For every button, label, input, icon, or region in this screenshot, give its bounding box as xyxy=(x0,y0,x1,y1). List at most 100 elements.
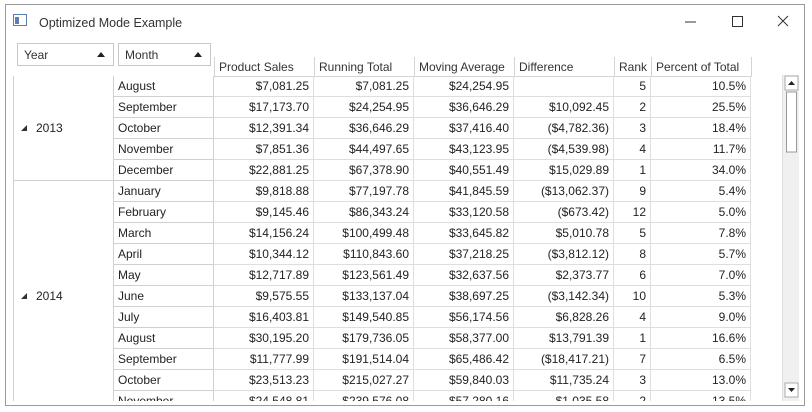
value-cell: $36,646.29 xyxy=(314,118,414,139)
value-cell xyxy=(514,76,614,97)
value-cell: $38,697.25 xyxy=(414,286,514,307)
window-controls[interactable] xyxy=(682,14,802,30)
month-cell: August xyxy=(114,328,214,349)
value-cell: 2 xyxy=(614,97,651,118)
value-cell: 7 xyxy=(614,349,651,370)
year-label: 2014 xyxy=(36,288,63,303)
value-cell: $67,378.90 xyxy=(314,160,414,181)
value-cell: $17,173.70 xyxy=(214,97,314,118)
scrollbar-parts[interactable] xyxy=(783,75,799,401)
scrollbar[interactable] xyxy=(782,75,799,401)
value-cell: ($3,812.12) xyxy=(514,244,614,265)
value-cell: 25.5% xyxy=(651,97,751,118)
value-cell: $24,254.95 xyxy=(414,76,514,97)
sort-arrow xyxy=(194,52,202,57)
year-cell[interactable]: 2014 xyxy=(13,181,114,401)
value-cell: 9 xyxy=(614,181,651,202)
value-cell: $12,717.89 xyxy=(214,265,314,286)
value-cell: $22,881.25 xyxy=(214,160,314,181)
value-cell: 3 xyxy=(614,370,651,391)
value-cell: 4 xyxy=(614,307,651,328)
value-cell: $11,777.99 xyxy=(214,349,314,370)
app-icon xyxy=(13,14,27,26)
month-cell: January xyxy=(114,181,214,202)
value-cell: ($3,142.34) xyxy=(514,286,614,307)
value-cell: ($4,782.36) xyxy=(514,118,614,139)
value-cell: $43,123.95 xyxy=(414,139,514,160)
value-cell: $11,735.24 xyxy=(514,370,614,391)
month-cell: September xyxy=(114,349,214,370)
value-cell: 34.0% xyxy=(651,160,751,181)
row-field-button[interactable]: Month xyxy=(118,43,211,66)
value-cell: $12,391.34 xyxy=(214,118,314,139)
value-cell: $16,403.81 xyxy=(214,307,314,328)
value-cell: ($4,539.98) xyxy=(514,139,614,160)
value-cell: ($13,062.37) xyxy=(514,181,614,202)
value-cell: 10.5% xyxy=(651,76,751,97)
row-field-label: Year xyxy=(24,48,49,62)
value-cell: $7,081.25 xyxy=(314,76,414,97)
value-cell: $33,645.82 xyxy=(414,223,514,244)
value-cell: $57,280.16 xyxy=(414,391,514,401)
value-cell: $44,497.65 xyxy=(314,139,414,160)
value-cell: 10 xyxy=(614,286,651,307)
value-cell: $10,092.45 xyxy=(514,97,614,118)
value-cell: $5,010.78 xyxy=(514,223,614,244)
column-header: Difference xyxy=(514,57,614,77)
value-cell: 5 xyxy=(614,76,651,97)
value-cell: 7.0% xyxy=(651,265,751,286)
expand-toggle[interactable] xyxy=(21,292,28,300)
grid-body: 2013 August $7,081.25 $7,081.25 $24,254.95 5 1… xyxy=(13,76,781,401)
header-edge xyxy=(751,57,752,77)
value-cell: $56,174.56 xyxy=(414,307,514,328)
value-cell: $77,197.78 xyxy=(314,181,414,202)
value-cell: $7,081.25 xyxy=(214,76,314,97)
value-cell: 5.3% xyxy=(651,286,751,307)
value-cell: 5.4% xyxy=(651,181,751,202)
value-cell: 4 xyxy=(614,139,651,160)
value-cell: 13.5% xyxy=(651,391,751,401)
value-cell: 1 xyxy=(614,328,651,349)
value-cell: $110,843.60 xyxy=(314,244,414,265)
month-cell: April xyxy=(114,244,214,265)
value-cell: $32,637.56 xyxy=(414,265,514,286)
value-cell: $7,851.36 xyxy=(214,139,314,160)
value-cell: 18.4% xyxy=(651,118,751,139)
value-cell: $15,029.89 xyxy=(514,160,614,181)
value-cell: $215,027.27 xyxy=(314,370,414,391)
year-cell[interactable]: 2013 xyxy=(13,76,114,181)
value-cell: $2,373.77 xyxy=(514,265,614,286)
value-cell: 16.6% xyxy=(651,328,751,349)
value-cell: $9,145.46 xyxy=(214,202,314,223)
value-cell: 2 xyxy=(614,391,651,401)
value-cell: $58,377.00 xyxy=(414,328,514,349)
window-title: Optimized Mode Example xyxy=(39,16,183,30)
value-cell: $37,416.40 xyxy=(414,118,514,139)
value-cell: 13.0% xyxy=(651,370,751,391)
value-cell: $179,736.05 xyxy=(314,328,414,349)
value-cell: $239,576.08 xyxy=(314,391,414,401)
value-cell: $86,343.24 xyxy=(314,202,414,223)
column-header: Percent of Total xyxy=(651,57,751,77)
value-cell: $9,818.88 xyxy=(214,181,314,202)
value-cell: $123,561.49 xyxy=(314,265,414,286)
value-cell: $23,513.23 xyxy=(214,370,314,391)
value-cell: $40,551.49 xyxy=(414,160,514,181)
expand-toggle[interactable] xyxy=(21,124,28,132)
row-field-button[interactable]: Year xyxy=(17,43,114,66)
value-cell: $100,499.48 xyxy=(314,223,414,244)
value-cell: ($18,417.21) xyxy=(514,349,614,370)
value-cell: $9,575.55 xyxy=(214,286,314,307)
row-field-label: Month xyxy=(125,48,159,62)
month-cell: December xyxy=(114,160,214,181)
month-cell: June xyxy=(114,286,214,307)
value-cell: $65,486.42 xyxy=(414,349,514,370)
value-cell: $41,845.59 xyxy=(414,181,514,202)
value-cell: $30,195.20 xyxy=(214,328,314,349)
month-cell: March xyxy=(114,223,214,244)
month-cell: July xyxy=(114,307,214,328)
value-cell: 7.8% xyxy=(651,223,751,244)
value-cell: 1 xyxy=(614,160,651,181)
year-label: 2013 xyxy=(36,120,63,135)
month-cell: August xyxy=(114,76,214,97)
